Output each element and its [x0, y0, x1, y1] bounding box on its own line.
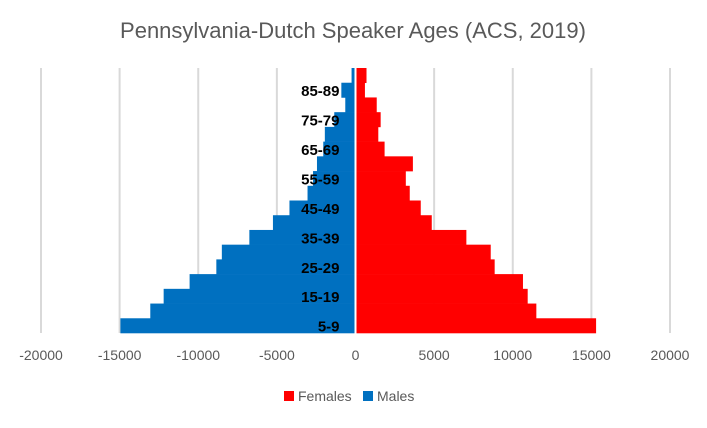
bar-females-40-44	[356, 215, 432, 231]
bar-males-45-49	[289, 200, 355, 216]
bars	[120, 68, 597, 334]
bar-males-65-69	[323, 141, 355, 157]
bar-males-10-14	[150, 303, 355, 319]
bar-females-45-49	[356, 200, 421, 216]
bar-males-60-64	[316, 156, 355, 172]
x-axis-tick-labels: -20000 -15000 -10000 -5000 0 5000 10000 15000 20…	[19, 347, 689, 363]
bar-males-25-29	[216, 259, 355, 275]
chart-title: Pennsylvania-Dutch Speaker Ages (ACS, 20…	[120, 18, 586, 43]
bar-males-35-39	[249, 229, 355, 245]
category-label: 65-69	[301, 142, 339, 159]
bar-females-30-34	[356, 244, 491, 260]
bar-males-15-19	[163, 288, 355, 304]
legend: Females Males	[284, 388, 414, 404]
bar-males-80-84	[345, 97, 355, 113]
category-labels: 5-9 15-19 25-29 35-39 45-49 55-59 65-69 75-79 85…	[301, 83, 339, 336]
legend-label-males: Males	[377, 388, 414, 404]
x-tick-label: 20000	[651, 347, 690, 363]
bar-females-20-24	[356, 274, 523, 290]
bar-females-75-79	[356, 112, 381, 128]
bar-females-10-14	[356, 303, 537, 319]
legend-swatch-females	[284, 391, 294, 401]
category-label: 5-9	[318, 319, 340, 336]
x-tick-label: 15000	[572, 347, 611, 363]
category-label: 55-59	[301, 171, 339, 188]
x-tick-label: -15000	[98, 347, 142, 363]
x-tick-label: 5000	[419, 347, 450, 363]
legend-label-females: Females	[298, 388, 352, 404]
legend-swatch-males	[363, 391, 373, 401]
bar-females-55-59	[356, 171, 406, 187]
bar-males-50-54	[307, 185, 355, 201]
bar-males-70-74	[324, 126, 355, 142]
bar-females-25-29	[356, 259, 495, 275]
bar-females-65-69	[356, 141, 385, 157]
x-tick-label: 10000	[493, 347, 532, 363]
bar-males-75-79	[334, 112, 355, 128]
bar-females-60-64	[356, 156, 413, 172]
bar-males-20-24	[189, 274, 355, 290]
category-label: 35-39	[301, 230, 339, 247]
bar-females-90+	[356, 68, 367, 84]
category-label: 15-19	[301, 289, 339, 306]
bar-females-5-9	[356, 318, 597, 334]
bar-males-55-59	[313, 171, 355, 187]
bar-females-80-84	[356, 97, 377, 113]
x-tick-label: -20000	[19, 347, 63, 363]
bar-females-70-74	[356, 126, 379, 142]
x-tick-label: -5000	[259, 347, 295, 363]
category-label: 25-29	[301, 260, 339, 277]
x-tick-label: -10000	[176, 347, 220, 363]
category-label: 85-89	[301, 83, 339, 100]
x-tick-label: 0	[352, 347, 360, 363]
bar-females-15-19	[356, 288, 528, 304]
bar-females-35-39	[356, 229, 467, 245]
bar-males-85-89	[341, 82, 355, 98]
bar-males-90+	[351, 68, 355, 84]
bar-males-5-9	[120, 318, 355, 334]
gridlines	[40, 68, 671, 333]
bar-males-30-34	[221, 244, 355, 260]
bar-males-40-44	[272, 215, 355, 231]
category-label: 45-49	[301, 201, 339, 218]
bar-females-50-54	[356, 185, 410, 201]
bar-females-85-89	[356, 82, 365, 98]
category-label: 75-79	[301, 113, 339, 130]
